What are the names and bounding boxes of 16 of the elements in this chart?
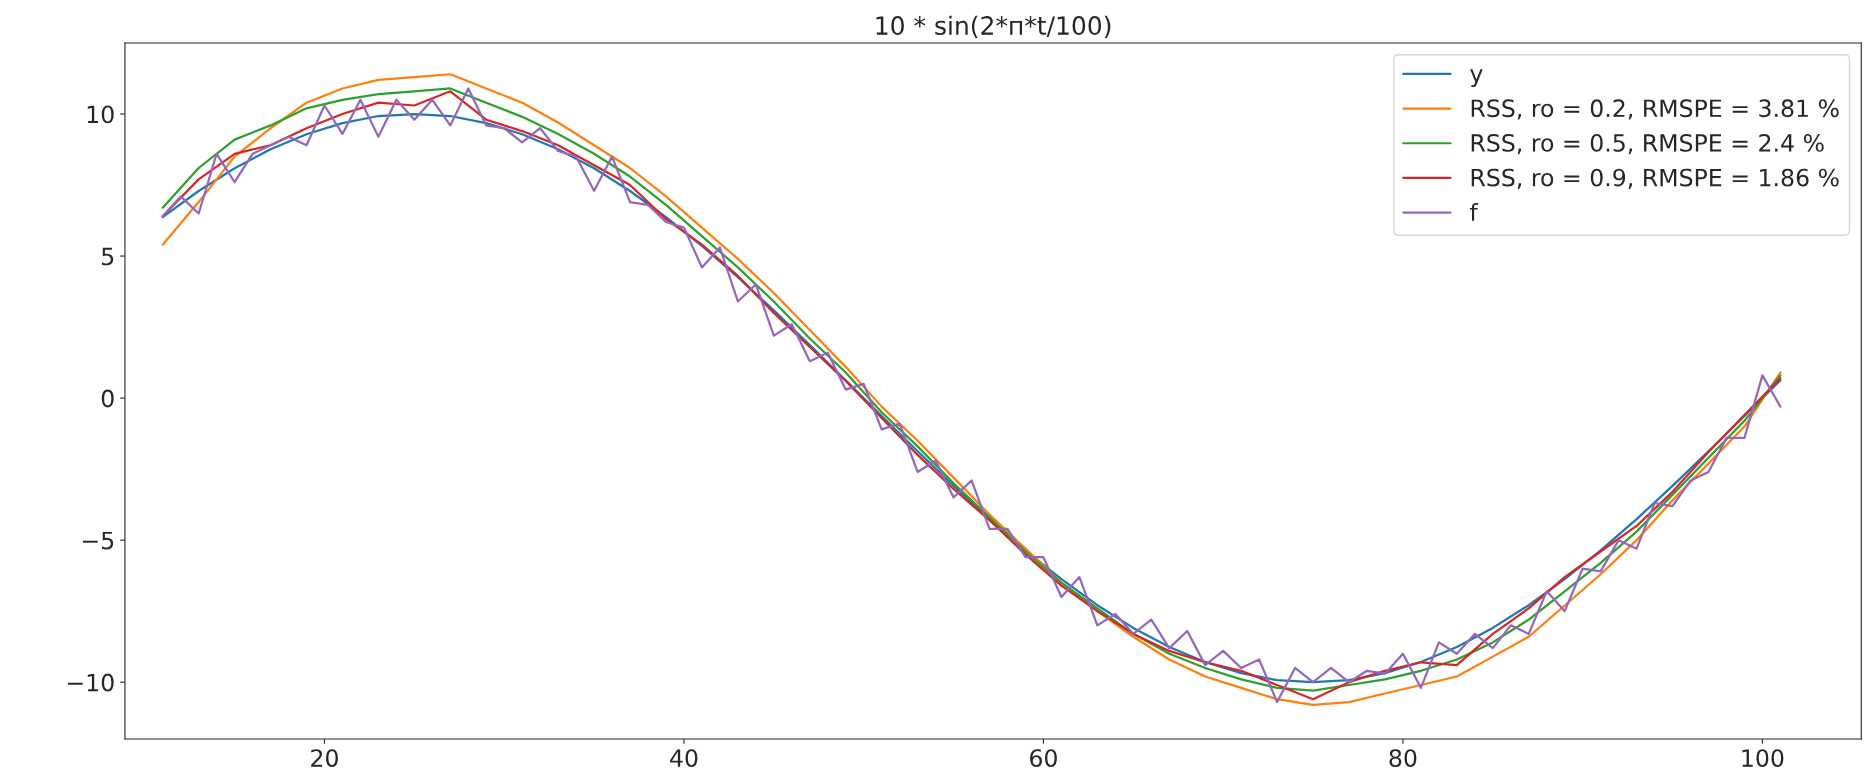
x-tick-label: 60 xyxy=(1030,749,1057,767)
y-tick-label: −10 xyxy=(67,673,114,692)
x-tick-label: 100 xyxy=(1742,749,1784,767)
x-tick-label: 80 xyxy=(1389,749,1417,767)
y-tick-label: 5 xyxy=(102,247,114,266)
legend-label: RSS, ro = 0.5, RMSPE = 2.4 % xyxy=(1471,133,1824,155)
y-tick-label: 0 xyxy=(101,389,114,408)
legend-label: RSS, ro = 0.9, RMSPE = 1.86 % xyxy=(1471,168,1839,189)
x-tick-label: 20 xyxy=(311,749,338,767)
legend-label: RSS, ro = 0.2, RMSPE = 3.81 % xyxy=(1471,99,1839,120)
chart-title: 10 * sin(2*п*t/100) xyxy=(876,15,1111,38)
y-tick-label: −5 xyxy=(82,531,114,550)
y-tick-label: 10 xyxy=(87,105,114,124)
x-tick-label: 40 xyxy=(670,749,698,767)
legend-label: f xyxy=(1469,202,1479,221)
legend-label: y xyxy=(1470,69,1483,88)
